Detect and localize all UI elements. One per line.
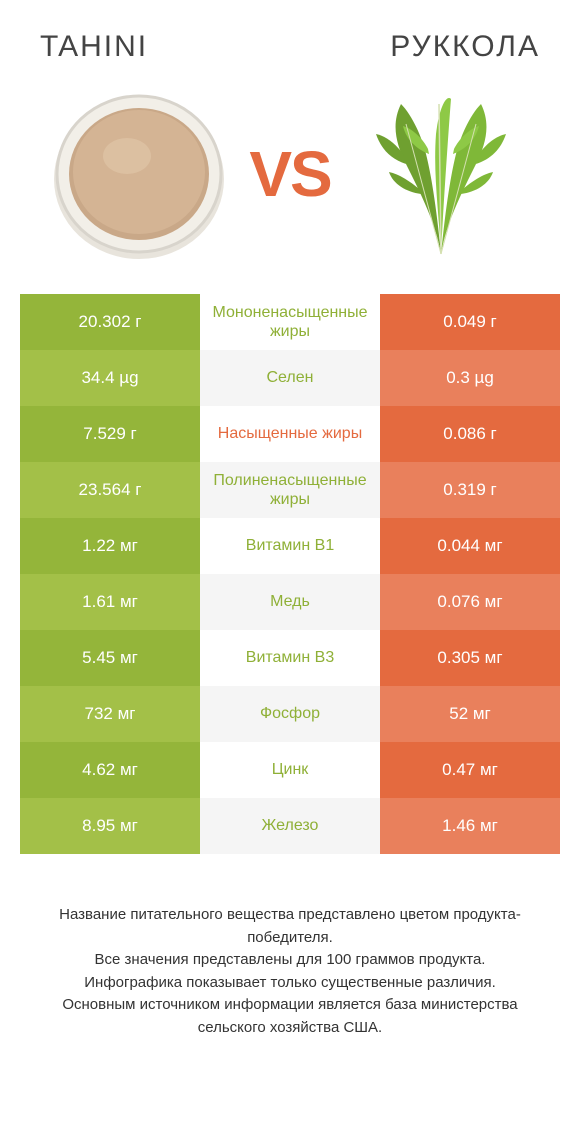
table-row: 7.529 гНасыщенные жиры0.086 г (20, 406, 560, 462)
footer-note: Название питательного вещества представл… (0, 854, 580, 1059)
left-value: 8.95 мг (20, 798, 200, 854)
footer-line: Все значения представлены для 100 граммо… (30, 949, 550, 972)
right-value: 0.086 г (380, 406, 560, 462)
left-value: 23.564 г (20, 462, 200, 518)
nutrient-name: Железо (200, 798, 380, 854)
right-value: 0.044 мг (380, 518, 560, 574)
table-row: 1.61 мгМедь0.076 мг (20, 574, 560, 630)
table-row: 4.62 мгЦинк0.47 мг (20, 742, 560, 798)
nutrient-name: Витамин B3 (200, 630, 380, 686)
header: TAHINI РУККОЛА (0, 0, 580, 74)
left-value: 5.45 мг (20, 630, 200, 686)
right-value: 1.46 мг (380, 798, 560, 854)
vs-label: VS (249, 137, 330, 211)
right-value: 0.47 мг (380, 742, 560, 798)
right-value: 0.319 г (380, 462, 560, 518)
nutrient-name: Мононенасыщенные жиры (200, 294, 380, 350)
table-row: 1.22 мгВитамин B10.044 мг (20, 518, 560, 574)
footer-line: Основным источником информации является … (30, 994, 550, 1039)
right-value: 0.3 µg (380, 350, 560, 406)
right-value: 52 мг (380, 686, 560, 742)
table-row: 34.4 µgСелен0.3 µg (20, 350, 560, 406)
table-row: 23.564 гПолиненасыщенные жиры0.319 г (20, 462, 560, 518)
table-row: 8.95 мгЖелезо1.46 мг (20, 798, 560, 854)
left-value: 34.4 µg (20, 350, 200, 406)
table-row: 20.302 гМононенасыщенные жиры0.049 г (20, 294, 560, 350)
left-value: 732 мг (20, 686, 200, 742)
table-row: 5.45 мгВитамин B30.305 мг (20, 630, 560, 686)
left-value: 7.529 г (20, 406, 200, 462)
left-value: 4.62 мг (20, 742, 200, 798)
left-value: 1.22 мг (20, 518, 200, 574)
title-right: РУККОЛА (390, 30, 540, 64)
nutrient-name: Медь (200, 574, 380, 630)
tahini-image (49, 84, 229, 264)
footer-line: Название питательного вещества представл… (30, 904, 550, 949)
nutrient-name: Полиненасыщенные жиры (200, 462, 380, 518)
arugula-image (351, 84, 531, 264)
right-value: 0.305 мг (380, 630, 560, 686)
nutrient-name: Насыщенные жиры (200, 406, 380, 462)
right-value: 0.049 г (380, 294, 560, 350)
comparison-table: 20.302 гМононенасыщенные жиры0.049 г34.4… (20, 294, 560, 854)
title-left: TAHINI (40, 30, 148, 64)
nutrient-name: Селен (200, 350, 380, 406)
left-value: 20.302 г (20, 294, 200, 350)
nutrient-name: Цинк (200, 742, 380, 798)
nutrient-name: Витамин B1 (200, 518, 380, 574)
footer-line: Инфографика показывает только существенн… (30, 972, 550, 995)
nutrient-name: Фосфор (200, 686, 380, 742)
left-value: 1.61 мг (20, 574, 200, 630)
right-value: 0.076 мг (380, 574, 560, 630)
table-row: 732 мгФосфор52 мг (20, 686, 560, 742)
images-row: VS (0, 74, 580, 294)
